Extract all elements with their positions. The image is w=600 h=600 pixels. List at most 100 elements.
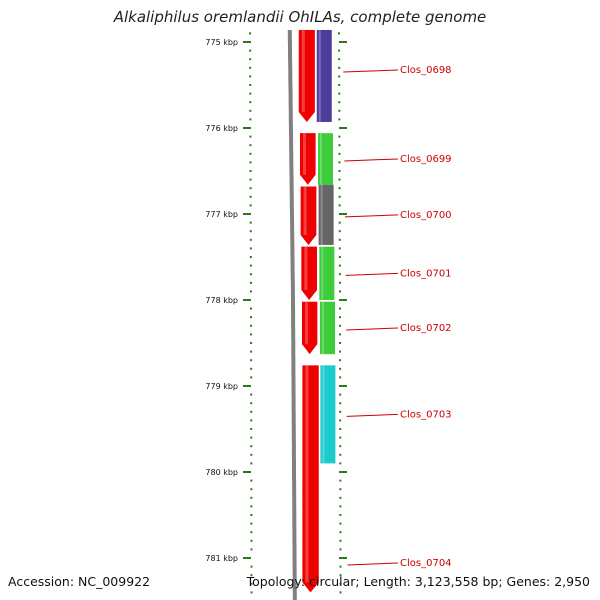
- minor-tick: [250, 531, 253, 534]
- minor-tick: [338, 84, 341, 86]
- minor-tick: [339, 453, 342, 456]
- minor-tick: [338, 238, 341, 241]
- major-tick: [339, 385, 347, 387]
- forward-strand-block: [298, 30, 315, 122]
- minor-tick: [339, 342, 342, 344]
- minor-tick: [250, 488, 253, 491]
- minor-tick: [339, 582, 342, 585]
- minor-tick: [338, 32, 341, 35]
- minor-tick: [250, 324, 253, 327]
- minor-tick: [250, 445, 253, 448]
- forward-strand-highlight: [301, 30, 305, 112]
- forward-strand-highlight: [304, 246, 308, 290]
- major-tick: [243, 127, 251, 129]
- gene-leader-line: [344, 158, 399, 162]
- forward-strand-block: [299, 133, 316, 185]
- minor-tick: [338, 66, 341, 69]
- minor-tick: [339, 479, 342, 482]
- minor-tick: [339, 393, 342, 396]
- minor-tick: [339, 333, 342, 336]
- minor-tick: [338, 230, 341, 233]
- minor-tick: [339, 410, 342, 413]
- minor-tick: [249, 256, 252, 258]
- minor-tick: [338, 281, 341, 284]
- gene-label: Clos_0698: [400, 65, 452, 76]
- minor-tick: [338, 109, 341, 112]
- major-tick: [243, 41, 251, 43]
- minor-tick: [339, 505, 342, 508]
- scale-label: 780 kbp: [205, 468, 238, 477]
- minor-tick: [339, 307, 342, 310]
- minor-tick: [339, 496, 342, 499]
- forward-strand-block: [302, 365, 319, 593]
- minor-tick: [249, 187, 252, 190]
- minor-tick: [339, 428, 342, 430]
- major-tick: [339, 471, 347, 473]
- minor-tick: [339, 539, 342, 542]
- minor-tick: [338, 204, 341, 207]
- minor-tick: [249, 161, 252, 164]
- minor-tick: [338, 101, 341, 104]
- minor-tick: [250, 436, 253, 439]
- minor-tick: [250, 342, 253, 344]
- minor-tick: [339, 574, 342, 577]
- major-tick: [339, 557, 347, 559]
- gene-block-highlight: [322, 301, 325, 355]
- minor-tick: [338, 187, 341, 190]
- minor-tick: [338, 256, 341, 258]
- major-tick: [339, 127, 347, 129]
- minor-tick: [339, 591, 342, 594]
- gene-leader-line: [343, 69, 399, 73]
- minor-tick: [249, 178, 252, 181]
- forward-strand-highlight: [302, 133, 306, 175]
- minor-tick: [249, 101, 252, 104]
- minor-tick: [249, 58, 252, 61]
- gene-leader-line: [345, 272, 399, 276]
- minor-tick: [250, 565, 253, 568]
- minor-tick: [339, 402, 342, 405]
- minor-tick: [250, 419, 253, 422]
- forward-strand-highlight: [305, 301, 309, 345]
- major-tick: [339, 41, 347, 43]
- minor-tick: [338, 195, 341, 198]
- minor-tick: [339, 522, 342, 525]
- minor-tick: [249, 92, 252, 95]
- scale-label: 781 kbp: [205, 554, 238, 563]
- scale-label: 777 kbp: [205, 210, 238, 219]
- minor-tick: [250, 479, 253, 482]
- minor-tick: [339, 316, 342, 319]
- minor-tick: [249, 264, 252, 267]
- minor-tick: [249, 290, 252, 293]
- minor-tick: [250, 376, 253, 379]
- minor-tick: [250, 350, 253, 353]
- minor-tick: [339, 419, 342, 422]
- minor-tick: [339, 462, 342, 465]
- minor-tick: [249, 230, 252, 233]
- scale-label: 775 kbp: [205, 38, 238, 47]
- minor-tick: [338, 152, 341, 155]
- minor-tick: [250, 505, 253, 508]
- minor-tick: [339, 488, 342, 491]
- gene-block-highlight: [318, 30, 321, 122]
- minor-tick: [338, 75, 341, 78]
- minor-tick: [338, 178, 341, 181]
- minor-tick: [250, 333, 253, 336]
- minor-tick: [249, 144, 252, 147]
- minor-tick: [338, 49, 341, 52]
- forward-strand-highlight: [303, 186, 307, 235]
- gene-block-highlight: [321, 246, 324, 300]
- minor-tick: [338, 247, 341, 250]
- minor-tick: [339, 436, 342, 439]
- major-tick: [243, 213, 251, 215]
- gene-label: Clos_0703: [400, 409, 452, 420]
- minor-tick: [250, 548, 253, 551]
- minor-tick: [338, 92, 341, 95]
- minor-tick: [250, 574, 253, 577]
- gene-block-highlight: [322, 365, 325, 464]
- minor-tick: [338, 58, 341, 61]
- forward-strand-block: [300, 186, 317, 245]
- major-tick: [243, 385, 251, 387]
- gene-label: Clos_0700: [400, 210, 452, 221]
- minor-tick: [339, 445, 342, 448]
